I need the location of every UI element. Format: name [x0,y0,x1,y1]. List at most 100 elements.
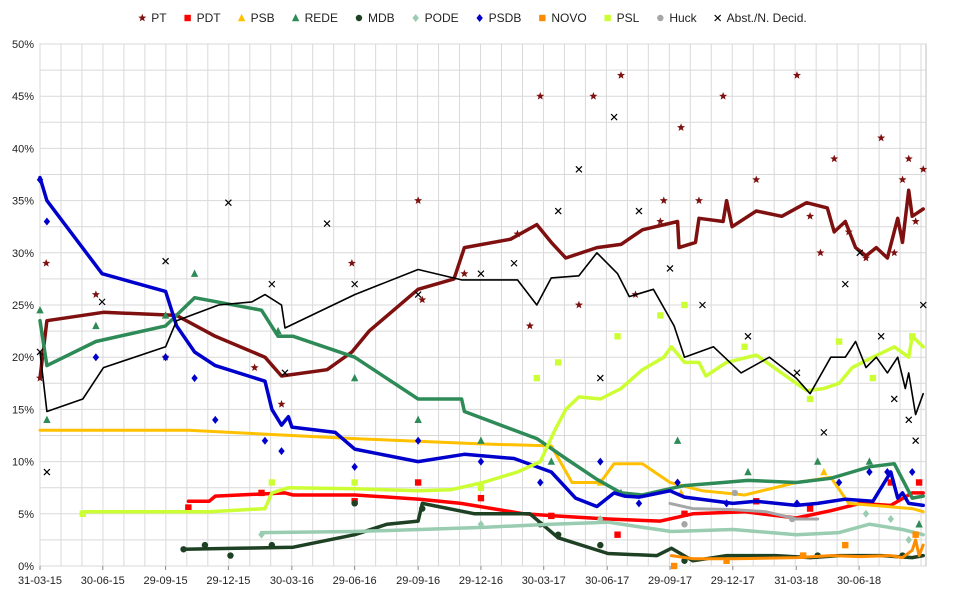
data-point-pt [898,175,907,184]
data-point-pt [574,300,583,309]
data-point-mdb [351,500,358,507]
data-point-rede [43,415,51,424]
data-point-pt [694,196,703,204]
data-point-mdb [597,541,604,549]
legend-marker-abst-n-decid [714,14,722,22]
y-tick-label: 35% [12,196,34,208]
data-point-abst-n-decid [905,416,913,424]
data-point-novo [723,557,730,564]
data-point-psl [79,510,86,517]
data-point-pode [905,535,912,544]
legend-item-pdt: PDT [184,11,221,25]
series-novo [669,531,925,570]
series-line-psl [81,334,925,514]
data-point-rede [813,457,822,465]
data-point-psdb [835,478,843,487]
data-point-psl [533,374,541,382]
legend-label: PT [151,11,167,25]
data-point-pdt [477,494,485,502]
data-point-abst-n-decid [666,265,674,272]
data-point-psdb [261,436,269,445]
legend-item-pode: PODE [412,11,459,25]
data-point-psdb [537,478,544,487]
x-tick-label: 30-06-15 [81,575,125,587]
data-point-pt [830,154,839,163]
data-point-pt [42,259,51,267]
data-point-abst-n-decid [575,165,583,173]
legend-item-novo: NOVO [539,11,587,25]
x-tick-label: 30-06-17 [585,575,629,587]
legend-marker-psb [237,13,246,22]
data-point-psdb [92,353,100,362]
x-tick-label: 30-03-16 [270,575,314,587]
legend-marker-pdt [184,14,191,22]
series-psl [79,301,925,517]
data-point-abst-n-decid [351,280,359,288]
data-point-abst-n-decid [268,280,276,288]
legend-marker-pode [412,14,419,22]
x-tick-label: 31-03-18 [774,575,818,587]
data-point-mdb [201,541,209,549]
data-point-psb [820,467,828,476]
series-pode [258,509,925,544]
legend-item-psb: PSB [237,11,275,25]
data-point-pt [525,321,534,330]
data-point-pdt [185,504,192,511]
data-point-psdb [43,217,51,226]
data-point-pode [862,509,870,518]
data-point-pt [877,133,886,142]
y-tick-label: 10% [12,457,34,469]
data-point-huck [731,489,739,497]
data-point-psl [614,333,621,340]
data-point-pt [911,217,920,225]
legend-label: Abst./N. Decid. [727,11,807,25]
data-point-psl [869,374,877,382]
data-point-abst-n-decid [162,257,170,265]
data-point-psdb [635,499,643,508]
series-abst-n-decid [36,113,927,476]
data-point-psl [555,359,562,366]
legend-item-abst-n-decid: Abst./N. Decid. [714,11,807,25]
legend-item-pt: PT [138,11,167,25]
data-point-abst-n-decid [635,207,643,215]
legend-marker-novo [539,14,546,22]
y-tick-label: 5% [18,509,34,521]
data-point-abst-n-decid [919,301,927,309]
data-point-rede [414,415,422,424]
data-point-pt [792,71,801,79]
x-tick-label: 29-12-16 [459,575,503,587]
data-point-psl [268,479,276,486]
data-point-psdb [674,478,681,487]
data-point-pdt [414,479,422,486]
data-point-abst-n-decid [414,291,422,298]
y-tick-label: 45% [12,91,34,103]
data-point-rede [190,269,199,277]
data-point-novo [842,541,849,549]
x-tick-label: 30-03-17 [522,575,566,587]
data-point-abst-n-decid [610,113,618,121]
data-point-pt [347,259,356,267]
data-point-pt [752,175,761,184]
data-point-abst-n-decid [699,301,706,309]
data-point-pt [277,399,286,408]
data-point-psl [657,312,664,319]
data-point-abst-n-decid [877,332,885,340]
legend-label: PODE [425,11,459,25]
data-point-abst-n-decid [98,298,106,306]
data-point-pt [250,363,259,372]
legend-marker-pt [138,13,147,22]
y-tick-label: 25% [12,300,34,312]
legend-marker-psl [604,14,611,22]
data-point-abst-n-decid [281,369,289,377]
data-point-psdb [162,353,169,362]
y-tick-label: 50% [12,39,34,51]
data-point-pt [460,269,469,278]
series-line-psdb [38,175,925,509]
legend-marker-huck [657,14,664,22]
data-point-abst-n-decid [477,270,485,278]
data-point-abst-n-decid [912,437,920,445]
y-tick-label: 15% [12,404,34,416]
data-point-psdb [477,457,485,466]
data-point-huck [681,521,688,528]
